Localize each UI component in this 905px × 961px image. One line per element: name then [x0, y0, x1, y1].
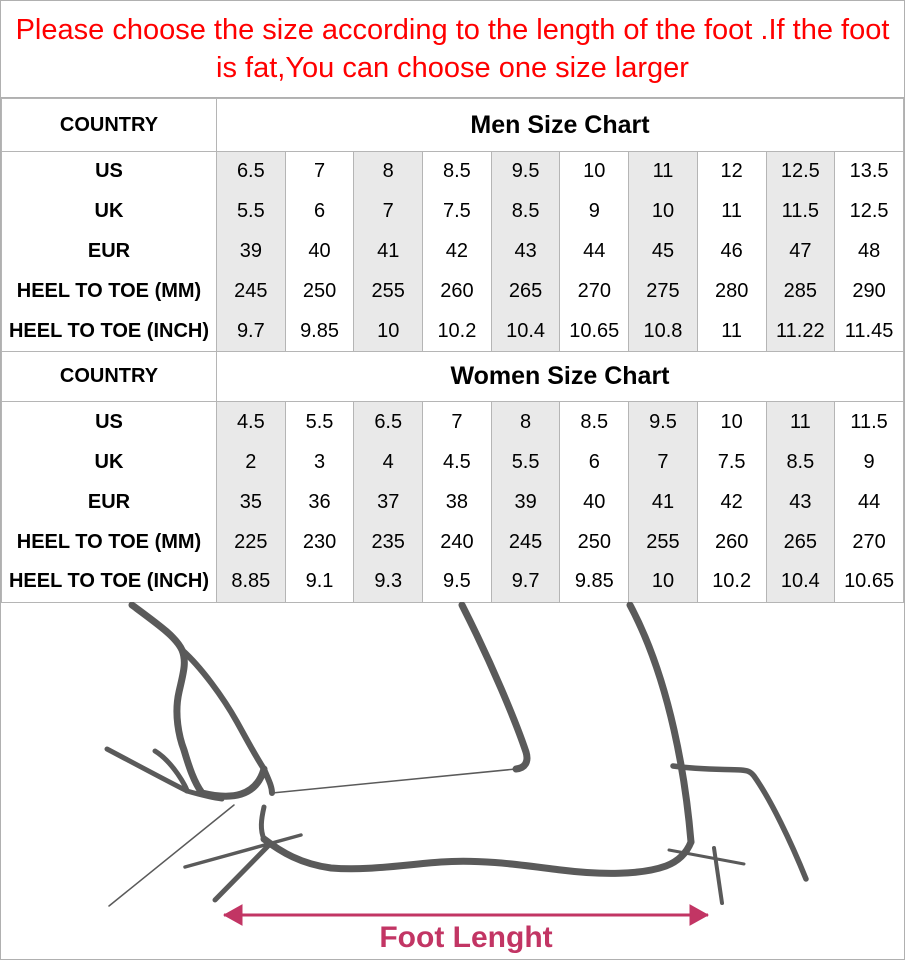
svg-text:Foot Lenght: Foot Lenght — [379, 921, 552, 954]
